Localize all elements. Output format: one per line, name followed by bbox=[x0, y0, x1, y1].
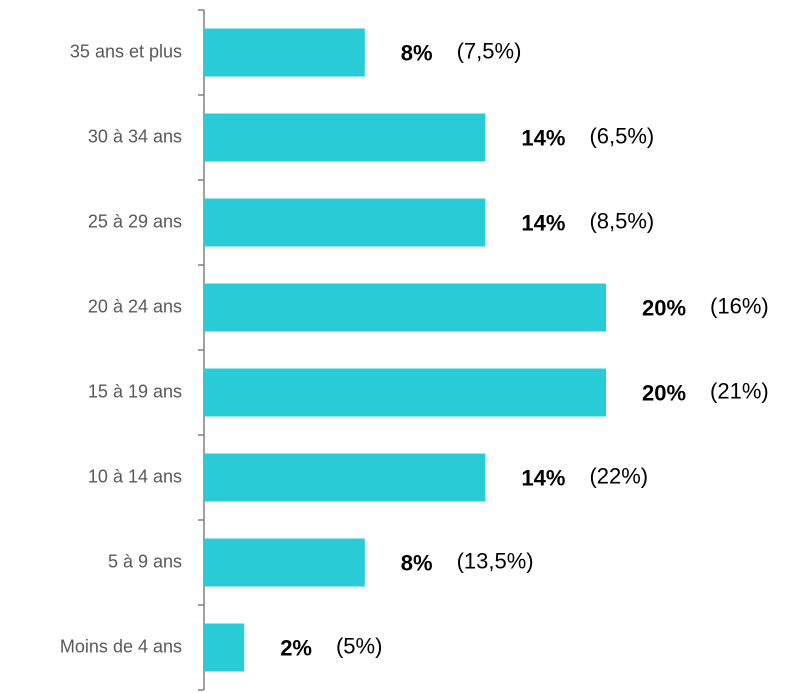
value-label: 14% bbox=[521, 125, 565, 150]
annotation: (16%) bbox=[710, 293, 769, 318]
value-label: 8% bbox=[401, 40, 433, 65]
bar bbox=[204, 368, 606, 417]
y-tick-label: 30 à 34 ans bbox=[88, 126, 182, 146]
bar bbox=[204, 113, 486, 162]
annotation: (6,5%) bbox=[589, 123, 654, 148]
bar bbox=[204, 453, 486, 502]
value-label: 2% bbox=[280, 635, 312, 660]
value-label: 14% bbox=[521, 465, 565, 490]
annotation: (22%) bbox=[589, 463, 648, 488]
bar bbox=[204, 538, 365, 587]
bar bbox=[204, 198, 486, 247]
y-tick-label: 35 ans et plus bbox=[70, 41, 182, 61]
y-tick-label: 10 à 14 ans bbox=[88, 466, 182, 486]
annotation: (21%) bbox=[710, 378, 769, 403]
value-label: 20% bbox=[642, 295, 686, 320]
value-label: 14% bbox=[521, 210, 565, 235]
annotation: (8,5%) bbox=[589, 208, 654, 233]
y-tick-label: 5 à 9 ans bbox=[108, 551, 182, 571]
bar bbox=[204, 283, 606, 332]
value-label: 20% bbox=[642, 380, 686, 405]
value-label: 8% bbox=[401, 550, 433, 575]
bar bbox=[204, 28, 365, 77]
y-tick-label: 20 à 24 ans bbox=[88, 296, 182, 316]
annotation: (5%) bbox=[336, 633, 382, 658]
y-tick-label: Moins de 4 ans bbox=[60, 636, 182, 656]
bar bbox=[204, 623, 245, 672]
y-tick-label: 15 à 19 ans bbox=[88, 381, 182, 401]
y-tick-label: 25 à 29 ans bbox=[88, 211, 182, 231]
annotation: (7,5%) bbox=[457, 38, 522, 63]
annotation: (13,5%) bbox=[457, 548, 534, 573]
